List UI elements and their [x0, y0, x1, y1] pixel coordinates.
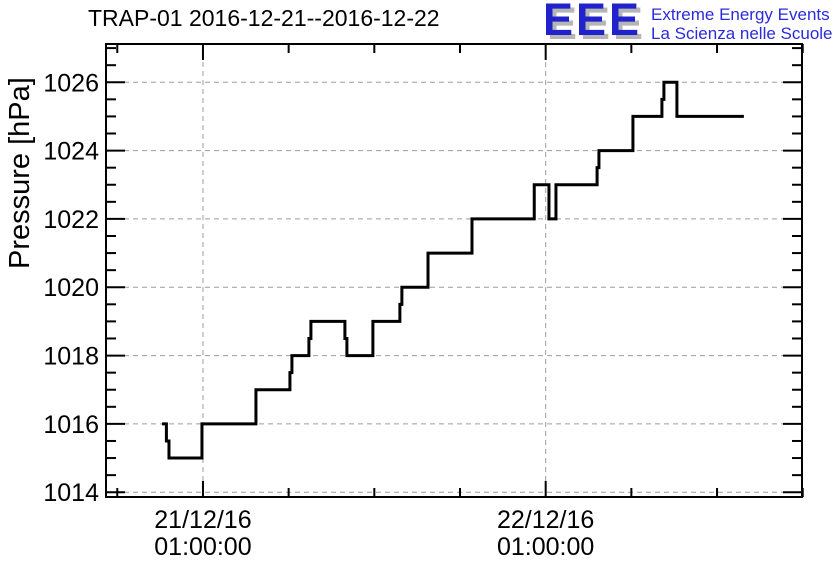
- x-tick-label: 22/12/16: [497, 506, 594, 534]
- y-tick-label: 1016: [43, 411, 99, 439]
- y-tick-label: 1014: [43, 479, 99, 507]
- eee-logo: EEE Extreme Energy Events La Scienza nel…: [543, 0, 833, 45]
- x-tick-label: 01:00:00: [154, 533, 251, 561]
- gridlines: [106, 44, 802, 497]
- y-tick-label: 1020: [43, 274, 99, 302]
- y-tick-label: 1024: [43, 138, 99, 166]
- y-tick-label: 1018: [43, 343, 99, 371]
- x-tick-label: 21/12/16: [154, 506, 251, 534]
- eee-logo-tagline-2: La Scienza nelle Scuole: [651, 24, 833, 44]
- y-tick-label: 1022: [43, 206, 99, 234]
- y-axis-ticks: [106, 47, 802, 494]
- eee-logo-tagline-1: Extreme Energy Events: [651, 5, 830, 24]
- chart-title: TRAP-01 2016-12-21--2016-12-22: [88, 5, 440, 31]
- plot-frame: [105, 43, 803, 498]
- y-tick-label: 1026: [43, 69, 99, 97]
- pressure-curve: [161, 80, 744, 460]
- x-tick-label: 01:00:00: [497, 533, 594, 561]
- eee-logo-taglines: Extreme Energy Events La Scienza nelle S…: [651, 2, 832, 43]
- eee-logo-acronym: EEE: [543, 0, 643, 45]
- x-axis-ticks: [116, 44, 804, 497]
- y-tick-labels: 1014 1016 1018 1020 1022 1024 1026: [43, 69, 99, 507]
